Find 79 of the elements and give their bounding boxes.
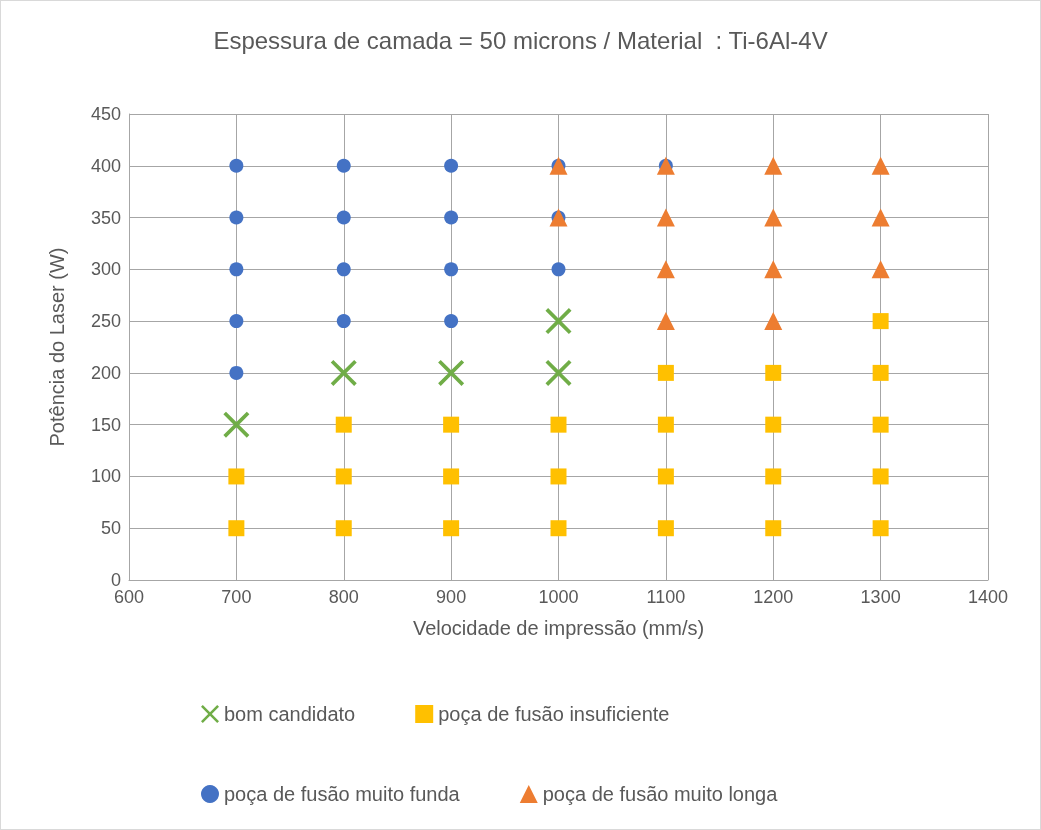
point <box>657 416 674 433</box>
point <box>228 468 245 485</box>
x-tick-label: 800 <box>328 587 359 607</box>
point <box>335 416 352 433</box>
point <box>550 468 567 485</box>
point <box>336 158 351 173</box>
y-axis-title: Potência do Laser (W) <box>46 247 68 447</box>
point <box>223 411 250 438</box>
x-axis-title: Velocidade de impressão (mm/s) <box>412 617 705 639</box>
point <box>229 262 244 277</box>
legend-label: poça de fusão muito longa <box>542 783 779 805</box>
point <box>872 520 889 537</box>
point <box>443 468 460 485</box>
point <box>657 520 674 537</box>
point <box>335 468 352 485</box>
point <box>444 210 459 225</box>
point <box>229 314 244 329</box>
y-tick-label: 450 <box>90 104 121 124</box>
point <box>545 359 572 386</box>
x-tick-label: 600 <box>113 587 145 607</box>
point <box>444 314 459 329</box>
point <box>765 364 782 381</box>
point <box>443 416 460 433</box>
point <box>444 262 459 277</box>
point <box>765 468 782 485</box>
point <box>336 262 351 277</box>
point <box>229 365 244 380</box>
point <box>335 520 352 537</box>
point <box>656 312 675 331</box>
point <box>656 260 675 279</box>
point <box>872 364 889 381</box>
y-tick-label: 400 <box>90 155 121 176</box>
x-tick-label: 900 <box>436 587 467 607</box>
point <box>765 416 782 433</box>
point <box>229 158 244 173</box>
point <box>872 416 889 433</box>
legend-label: poça de fusão insuficiente <box>438 703 670 725</box>
point <box>764 312 783 331</box>
point <box>550 416 567 433</box>
y-tick-label: 200 <box>90 362 121 383</box>
point <box>444 158 459 173</box>
x-tick-label: 700 <box>221 587 252 607</box>
point <box>871 156 890 175</box>
legend-label: poça de fusão muito funda <box>224 783 461 805</box>
point <box>657 468 674 485</box>
point <box>438 359 465 386</box>
y-tick-label: 250 <box>90 311 121 332</box>
point <box>336 314 351 329</box>
y-tick-label: 100 <box>90 466 121 487</box>
x-tick-label: 1200 <box>753 587 794 607</box>
point <box>545 308 572 335</box>
point <box>551 262 566 277</box>
point <box>764 260 783 279</box>
x-tick-label: 1400 <box>967 587 1009 607</box>
point <box>872 313 889 330</box>
point <box>550 520 567 537</box>
point <box>764 208 783 227</box>
x-tick-label: 1300 <box>860 587 901 607</box>
x-tick-label: 1000 <box>538 587 579 607</box>
point <box>336 210 351 225</box>
point <box>871 260 890 279</box>
legend-label: bom candidato <box>224 703 356 725</box>
point <box>765 520 782 537</box>
point <box>764 156 783 175</box>
y-tick-label: 0 <box>110 570 121 590</box>
point <box>443 520 460 537</box>
y-tick-label: 50 <box>100 518 121 539</box>
x-tick-label: 1100 <box>646 587 686 607</box>
point <box>657 364 674 381</box>
point <box>871 208 890 227</box>
point <box>330 359 357 386</box>
point <box>656 208 675 227</box>
y-tick-label: 150 <box>90 414 121 435</box>
y-tick-label: 350 <box>90 207 121 228</box>
y-tick-label: 300 <box>90 259 121 280</box>
point <box>228 520 245 537</box>
point <box>229 210 244 225</box>
chart-title: Espessura de camada = 50 microns / Material : Ti-6Al-4V <box>213 26 828 54</box>
point <box>872 468 889 485</box>
